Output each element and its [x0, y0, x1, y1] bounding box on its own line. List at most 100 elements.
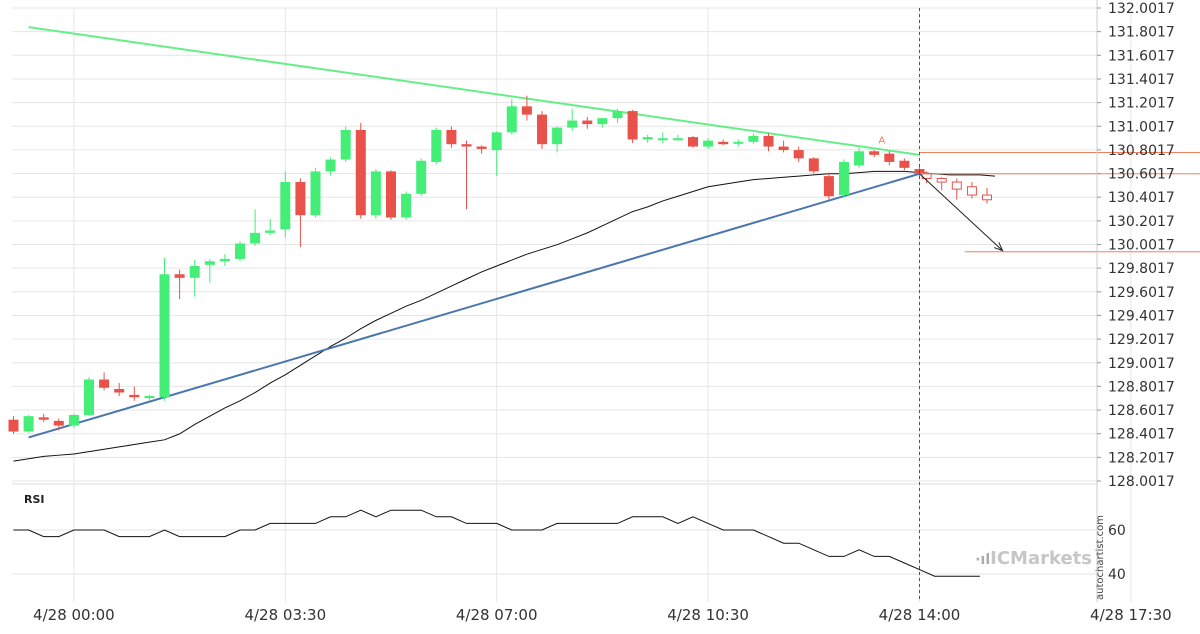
candle-body: [401, 193, 412, 218]
candle-body: [763, 135, 774, 147]
time-tick-label: 4/28 07:00: [456, 606, 538, 624]
candle: [899, 158, 910, 171]
price-tick-label: 131.6017: [1108, 48, 1175, 64]
candle-body: [144, 396, 155, 399]
candle: [748, 133, 759, 145]
candle-body: [386, 171, 396, 218]
price-tick-label: 130.0017: [1108, 238, 1175, 254]
candle-body: [899, 160, 910, 168]
candle: [521, 95, 532, 121]
resistance-trendline: [28, 26, 920, 156]
candle-body: [642, 137, 653, 140]
moving-average-line: [13, 170, 996, 462]
candle: [823, 172, 834, 200]
candle-body: [340, 129, 351, 160]
candle: [582, 116, 593, 129]
candle-body: [823, 176, 834, 197]
price-tick-label: 129.4017: [1108, 308, 1175, 324]
candle-body: [431, 129, 442, 162]
price-tick-label: 128.6017: [1108, 403, 1175, 419]
candle-body: [491, 132, 502, 151]
candle-body: [129, 394, 140, 398]
candle-body: [552, 127, 563, 145]
candle: [733, 139, 744, 147]
price-tick-label: 129.2017: [1108, 332, 1175, 348]
candle-body: [748, 135, 759, 142]
candle: [129, 386, 140, 401]
candle-body: [370, 171, 381, 216]
projection-candle-body: [951, 181, 962, 190]
candle-body: [718, 141, 729, 145]
pattern-marker: A: [878, 136, 885, 147]
candle: [114, 383, 125, 397]
candle-body: [537, 114, 547, 145]
time-tick-label: 4/28 10:30: [667, 606, 749, 624]
price-tick-label: 131.0017: [1108, 119, 1175, 135]
projection-candle: [951, 178, 962, 200]
candle: [401, 191, 412, 220]
candle: [53, 418, 64, 431]
support-trendline: [28, 172, 920, 439]
candle: [567, 108, 578, 132]
candle-body: [884, 153, 895, 162]
price-tick-label: 130.8017: [1108, 143, 1175, 159]
time-tick-label: 4/28 00:00: [33, 606, 115, 624]
candle-body: [703, 140, 714, 147]
candle: [68, 413, 79, 428]
candle-body: [189, 265, 200, 278]
time-tick-label: 4/28 03:30: [244, 606, 326, 624]
candle-body: [53, 420, 64, 426]
projection-candle-body: [966, 186, 977, 196]
brand-watermark-text: ICMarkets: [990, 548, 1092, 569]
forecast-arrow-head: [993, 242, 1004, 252]
candle-body: [416, 160, 427, 194]
candle: [386, 170, 396, 220]
price-tick-label: 130.6017: [1108, 167, 1175, 183]
candle: [597, 118, 608, 128]
candle: [174, 269, 185, 300]
candle-body: [476, 146, 487, 149]
candle: [265, 218, 276, 236]
candle: [552, 126, 563, 153]
rsi-tick-label: 40: [1108, 567, 1126, 583]
candle: [250, 209, 261, 246]
candle: [778, 140, 789, 153]
brand-watermark: ·ılICMarkets: [975, 548, 1092, 569]
candle: [839, 159, 849, 198]
candle-body: [446, 129, 457, 145]
candle-body: [521, 106, 532, 115]
candle-body: [854, 151, 865, 166]
projection-candle-body: [936, 177, 947, 183]
candle-body: [567, 120, 578, 128]
candle: [144, 394, 155, 401]
candle-body: [461, 144, 472, 147]
candle: [537, 111, 547, 149]
candle: [8, 416, 19, 434]
rsi-line: [13, 509, 980, 577]
candle-body: [235, 243, 245, 259]
candle-body: [355, 129, 366, 216]
candle: [627, 109, 638, 144]
price-tick-label: 128.2017: [1108, 450, 1175, 466]
candle: [23, 414, 34, 433]
forecast-arrow-line: [919, 173, 1003, 251]
candle-body: [657, 138, 668, 141]
price-tick-label: 128.4017: [1108, 427, 1175, 443]
price-tick-label: 129.8017: [1108, 261, 1175, 277]
candle-body: [733, 141, 744, 144]
candle: [235, 241, 245, 262]
projection-candle: [936, 177, 947, 191]
candle: [793, 146, 804, 162]
candle-body: [325, 159, 336, 172]
time-tick-label: 4/28 14:00: [879, 606, 961, 624]
candle: [808, 157, 819, 174]
candle: [446, 126, 457, 148]
candle-body: [204, 261, 215, 265]
price-tick-label: 128.0017: [1108, 474, 1175, 490]
price-tick-label: 129.0017: [1108, 356, 1175, 372]
candle: [204, 258, 215, 283]
candle: [642, 134, 653, 144]
projection-candle: [982, 187, 992, 204]
candle-body: [506, 106, 517, 133]
candle-body: [310, 171, 321, 216]
